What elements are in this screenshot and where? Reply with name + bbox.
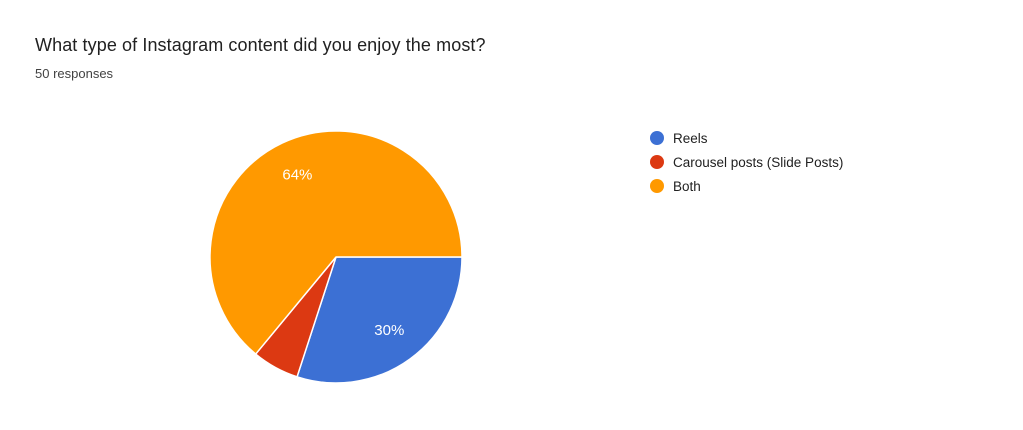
pie-slice-both[interactable] xyxy=(209,130,463,355)
slice-percent-label-both: 64% xyxy=(282,166,312,183)
legend-item-carousel-posts-slide-posts: Carousel posts (Slide Posts) xyxy=(650,150,843,174)
legend-label: Carousel posts (Slide Posts) xyxy=(673,154,844,170)
question-title: What type of Instagram content did you e… xyxy=(35,35,486,55)
legend-item-both: Both xyxy=(650,174,843,198)
legend-item-reels: Reels xyxy=(650,126,843,150)
legend-swatch-icon xyxy=(650,179,664,193)
chart-legend: Reels Carousel posts (Slide Posts) Both xyxy=(650,126,843,198)
legend-swatch-icon xyxy=(650,155,664,169)
slice-percent-label-reels: 30% xyxy=(374,322,404,339)
legend-label: Reels xyxy=(673,130,708,146)
legend-swatch-icon xyxy=(650,131,664,145)
legend-label: Both xyxy=(673,178,701,194)
pie-slice-reels[interactable] xyxy=(296,256,463,384)
response-count: 50 responses xyxy=(35,66,114,81)
pie-chart: 30% 64% xyxy=(209,130,463,384)
